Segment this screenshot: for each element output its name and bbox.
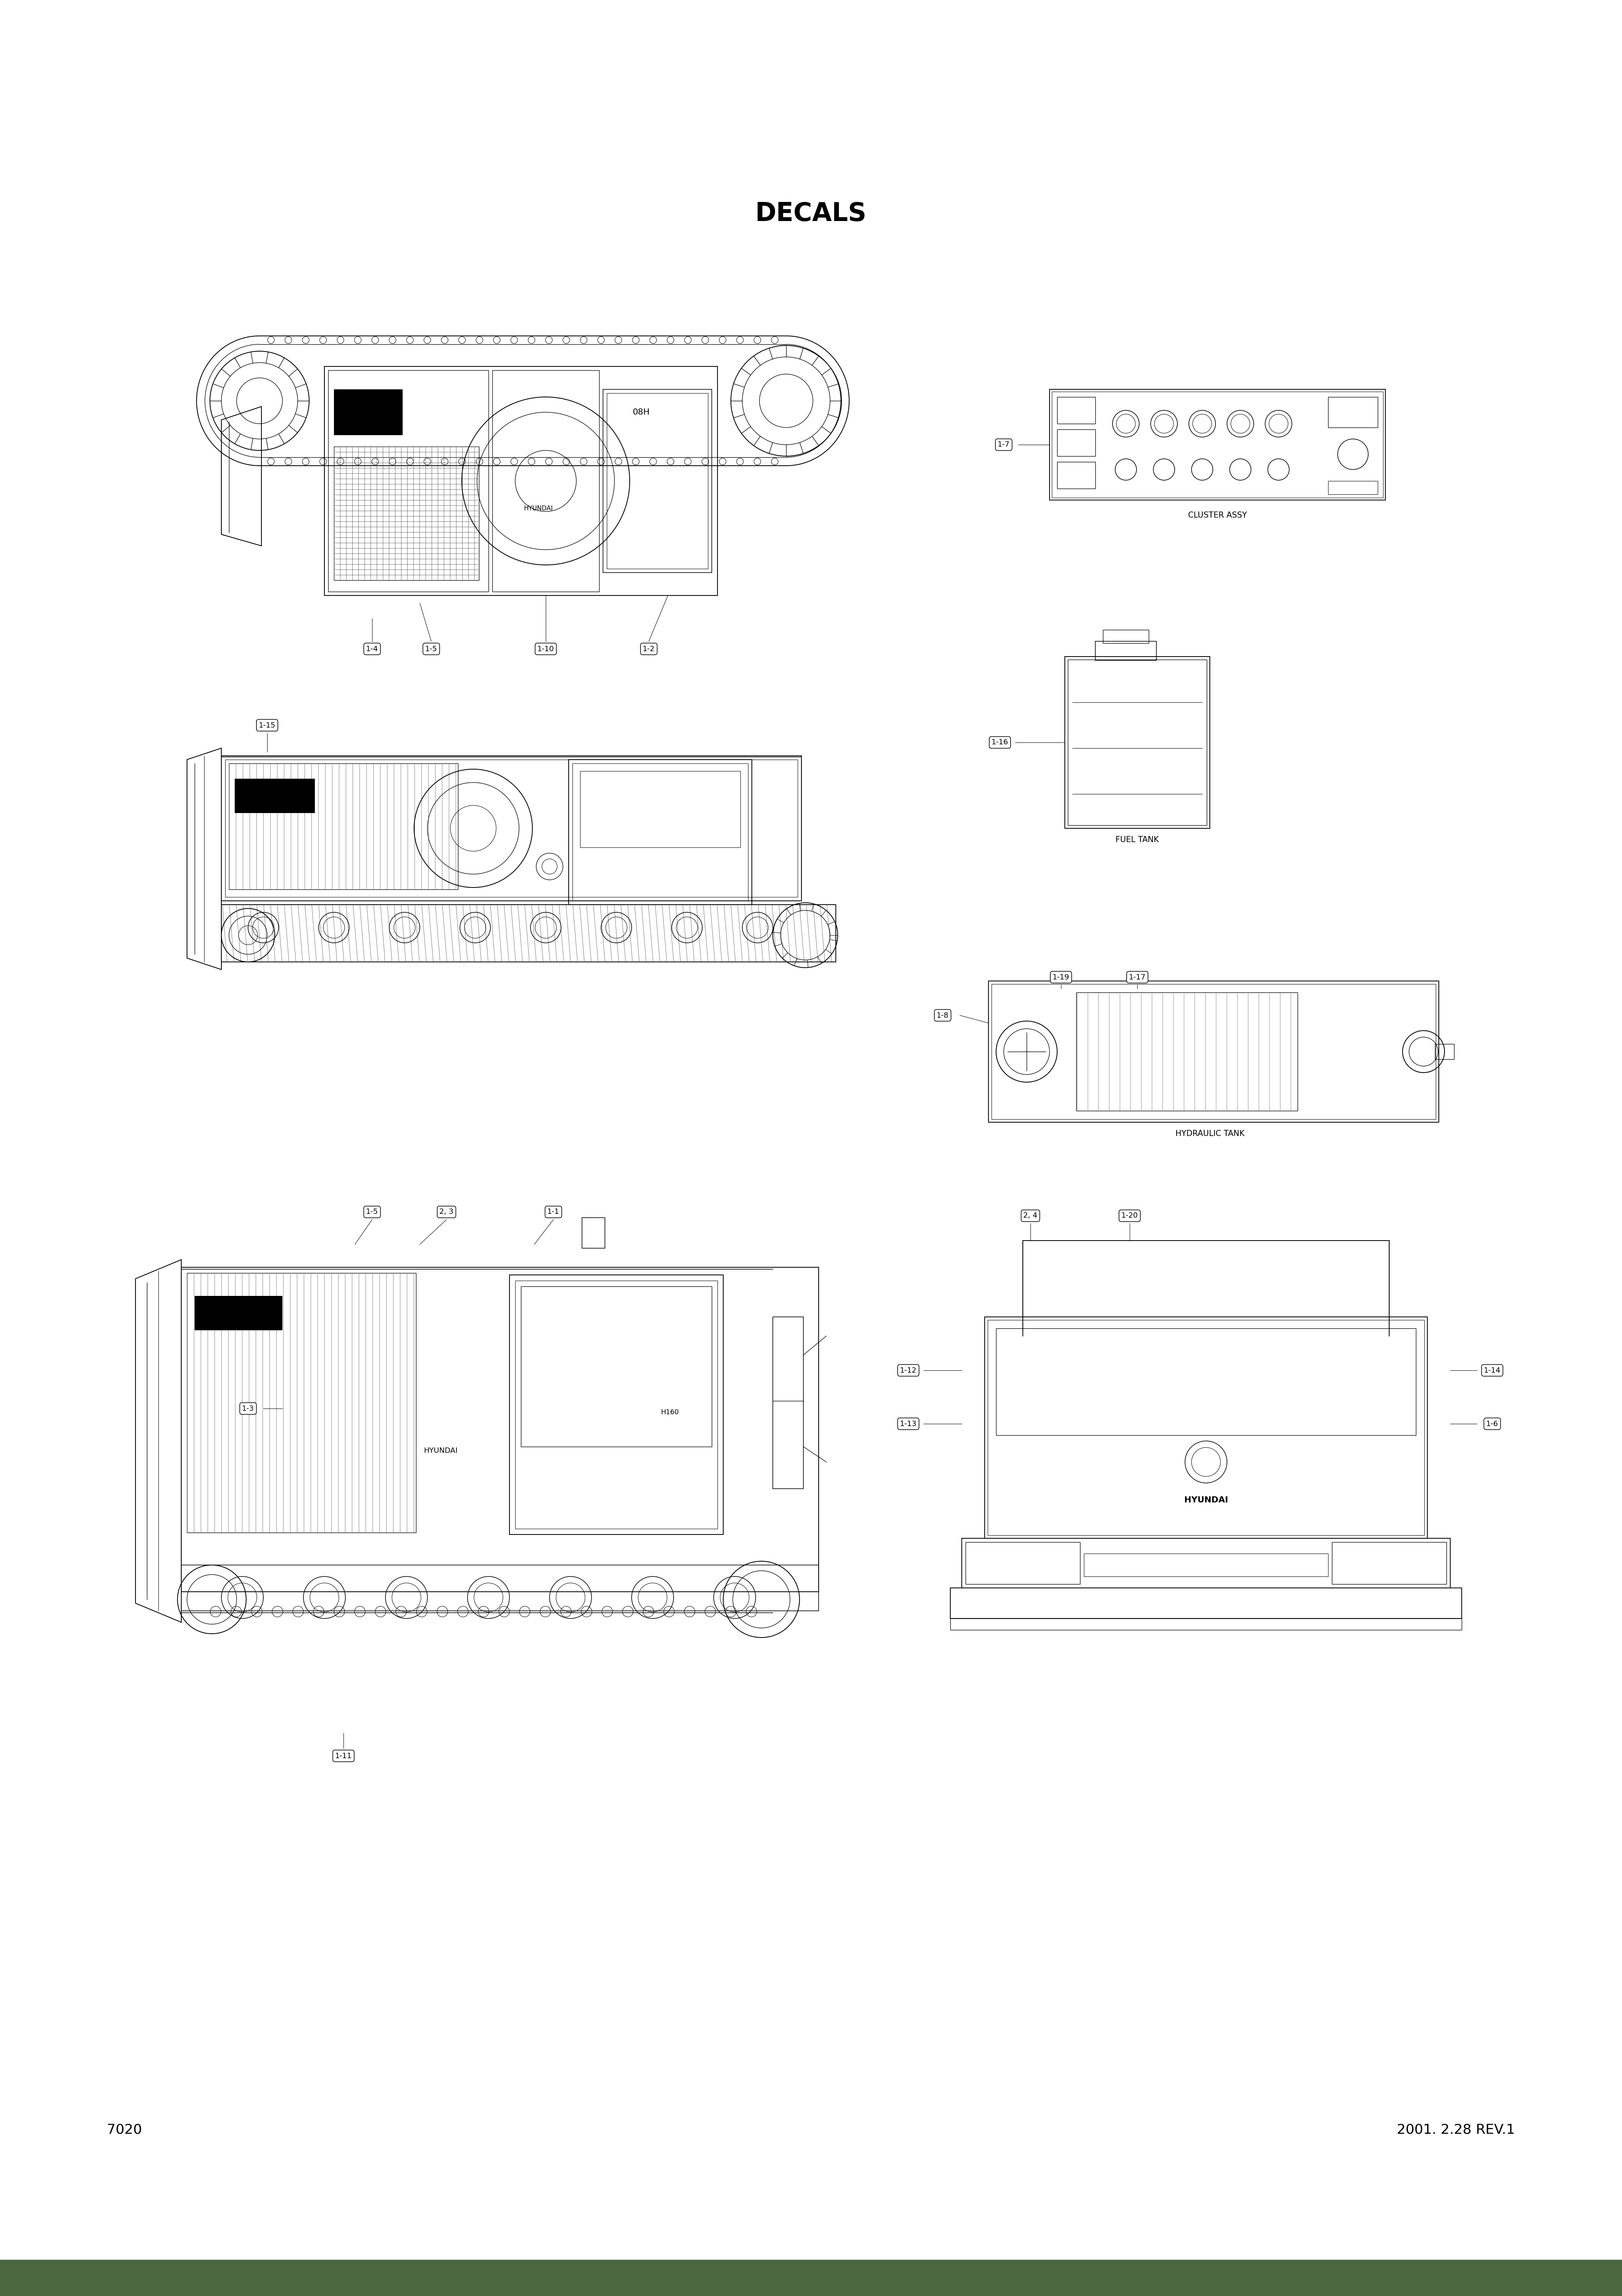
Bar [229,765,457,889]
Bar [1328,480,1377,494]
Bar [221,905,835,962]
Bar [772,1318,803,1488]
Bar [516,1281,717,1529]
Bar [1083,1554,1328,1577]
Bar [962,1538,1450,1589]
Text: 1-6: 1-6 [1486,1421,1499,1428]
Bar [581,771,740,847]
Bar [195,1295,282,1329]
Text: 1-2: 1-2 [642,645,655,652]
Text: 1-20: 1-20 [1121,1212,1139,1219]
Bar [1023,1240,1388,1318]
Bar [1067,659,1207,824]
Text: HYUNDAI: HYUNDAI [524,505,553,512]
Bar [521,1286,712,1446]
Bar [1077,992,1298,1111]
Text: HYUNDAI: HYUNDAI [1184,1497,1228,1504]
Bar [509,1274,723,1534]
Bar [187,1272,415,1531]
Text: 1-17: 1-17 [1129,974,1145,980]
Text: 1-5: 1-5 [425,645,438,652]
Bar [324,367,717,595]
Bar [950,1619,1461,1630]
Text: 08H: 08H [633,409,650,416]
Bar [985,1318,1427,1538]
Bar [1051,393,1384,498]
Text: 1-10: 1-10 [537,645,555,652]
Bar [493,370,599,592]
Bar [1049,390,1385,501]
Text: HYDRAULIC TANK: HYDRAULIC TANK [1176,1130,1244,1137]
Text: 1-13: 1-13 [900,1421,916,1428]
Text: 1-19: 1-19 [1053,974,1069,980]
Bar [1328,397,1377,427]
Bar [573,765,748,900]
Bar [988,1320,1424,1536]
Text: 1-11: 1-11 [336,1752,352,1759]
Text: 1-5: 1-5 [367,1208,378,1215]
Bar [569,760,753,905]
Bar [221,755,801,900]
Bar [582,1217,605,1249]
Text: 1-16: 1-16 [991,739,1009,746]
Text: DECALS: DECALS [756,202,866,227]
Bar [334,448,478,581]
Bar [1064,657,1210,829]
Bar [991,985,1435,1118]
Bar [988,980,1439,1123]
Bar [334,390,402,436]
Bar [1332,1543,1447,1584]
Bar [603,390,712,572]
Bar [1058,429,1095,457]
Text: 1-8: 1-8 [936,1013,949,1019]
Bar [225,760,798,898]
Bar [235,778,315,813]
Text: 1-15: 1-15 [258,721,276,728]
Text: 2, 4: 2, 4 [1023,1212,1038,1219]
Text: CLUSTER ASSY: CLUSTER ASSY [1187,512,1247,519]
Bar [1095,641,1156,661]
Bar [182,1566,819,1612]
Bar [1058,461,1095,489]
Text: 1-3: 1-3 [242,1405,255,1412]
Text: 1-4: 1-4 [367,645,378,652]
Text: 1-14: 1-14 [1484,1366,1500,1373]
Bar [1435,1045,1453,1058]
Bar [0,2259,1622,2296]
Bar [1103,629,1148,643]
Bar [182,1267,819,1591]
Bar [996,1329,1416,1435]
Text: H160: H160 [660,1410,680,1417]
Bar [1058,397,1095,425]
Text: FUEL TANK: FUEL TANK [1116,836,1160,843]
Text: 1-12: 1-12 [900,1366,916,1373]
Text: 1-1: 1-1 [547,1208,560,1215]
Text: 7020: 7020 [107,2124,143,2138]
Text: HYUNDAI: HYUNDAI [423,1446,457,1453]
Bar [328,370,488,592]
Text: 2, 3: 2, 3 [440,1208,454,1215]
Bar [965,1543,1080,1584]
Text: 2001. 2.28 REV.1: 2001. 2.28 REV.1 [1397,2124,1515,2138]
Text: 1-7: 1-7 [998,441,1011,448]
Bar [607,393,707,569]
Bar [950,1589,1461,1619]
